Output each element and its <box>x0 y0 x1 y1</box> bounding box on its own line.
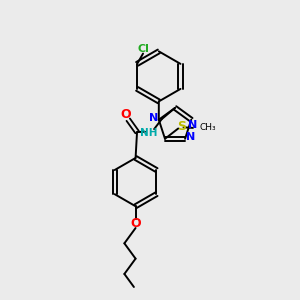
Text: O: O <box>120 108 130 121</box>
Text: N: N <box>186 132 195 142</box>
Text: N: N <box>188 120 197 130</box>
Text: S: S <box>177 120 186 133</box>
Text: CH₃: CH₃ <box>200 123 216 132</box>
Text: Cl: Cl <box>137 44 149 54</box>
Text: NH: NH <box>140 128 158 138</box>
Text: N: N <box>149 113 158 123</box>
Text: O: O <box>130 217 141 230</box>
